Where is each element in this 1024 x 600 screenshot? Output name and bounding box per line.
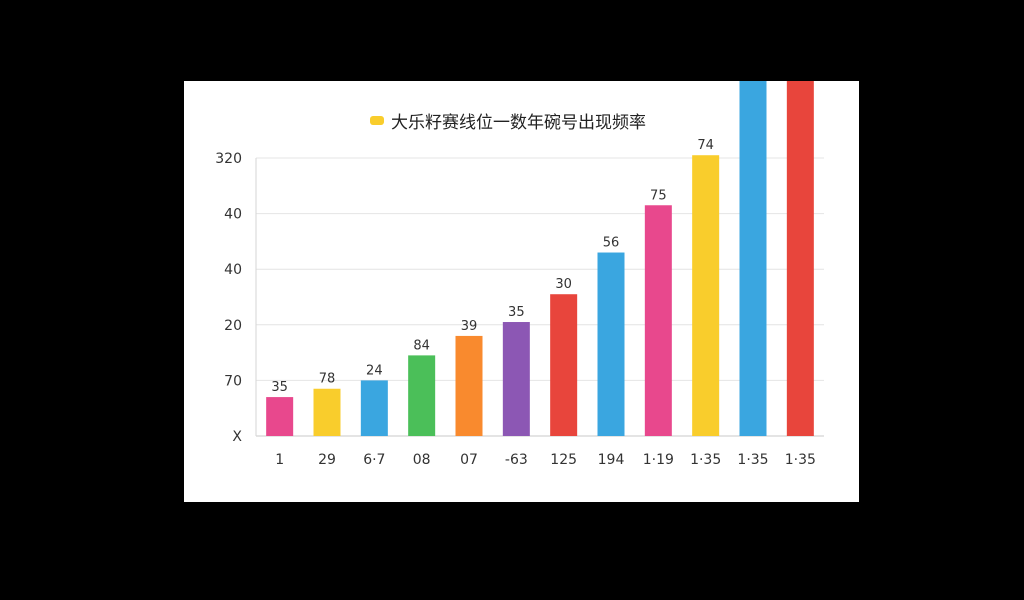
bar-chart: X 70 20 40 40 320 35 1 78 29 24 6·7 84 08 39 07 35 -63 30 1…: [215, 81, 824, 468]
bar-value-label: 30: [555, 277, 572, 292]
bar-value-label: 78: [319, 372, 336, 387]
bar: [644, 205, 672, 436]
x-tick-label: -63: [505, 452, 528, 468]
x-tick-label: 194: [598, 452, 625, 468]
bar-value-label: 35: [271, 380, 288, 395]
y-tick-label: 70: [224, 373, 242, 389]
x-tick-label: 1·35: [737, 452, 768, 468]
y-tick-label: 320: [215, 151, 242, 167]
bar-value-label: 24: [366, 363, 383, 378]
x-tick-label: 1·19: [643, 452, 674, 468]
bar: [313, 388, 341, 436]
x-tick-label: 29: [318, 452, 336, 468]
legend-label: 大乐籽赛线位一数年碗号出现频率: [391, 113, 646, 133]
bar: [550, 294, 578, 436]
legend-swatch: [370, 116, 384, 125]
y-tick-label: 40: [224, 207, 242, 223]
bar: [692, 155, 720, 436]
bar-value-label: 39: [461, 319, 478, 334]
x-tick-label: 1: [275, 452, 284, 468]
bar-value-label: 35: [508, 305, 525, 320]
bar-value-label: 84: [413, 338, 430, 353]
bar: [786, 81, 814, 436]
x-tick-label: 1·35: [690, 452, 721, 468]
x-tick-label: 07: [460, 452, 478, 468]
bar: [408, 355, 436, 436]
bar: [502, 322, 530, 436]
bar: [597, 252, 625, 436]
legend: 大乐籽赛线位一数年碗号出现频率: [370, 108, 646, 133]
y-tick-label: 40: [224, 262, 242, 278]
bar-value-label: 75: [650, 188, 667, 203]
bar-value-label: 74: [697, 138, 714, 153]
bar-value-label: 56: [603, 236, 620, 251]
x-tick-label: 08: [413, 452, 431, 468]
y-tick-label: X: [232, 429, 242, 445]
x-tick-label: 6·7: [363, 452, 385, 468]
y-tick-label: 20: [224, 318, 242, 334]
x-tick-label: 1·35: [785, 452, 816, 468]
x-tick-label: 125: [550, 452, 577, 468]
bar: [739, 81, 767, 436]
bar: [266, 397, 294, 436]
bar: [455, 335, 483, 436]
bar: [360, 380, 388, 436]
chart-card: 大乐籽赛线位一数年碗号出现频率 X 70 20 40 40 320 35 1 78 29 24 6·7…: [184, 81, 859, 502]
